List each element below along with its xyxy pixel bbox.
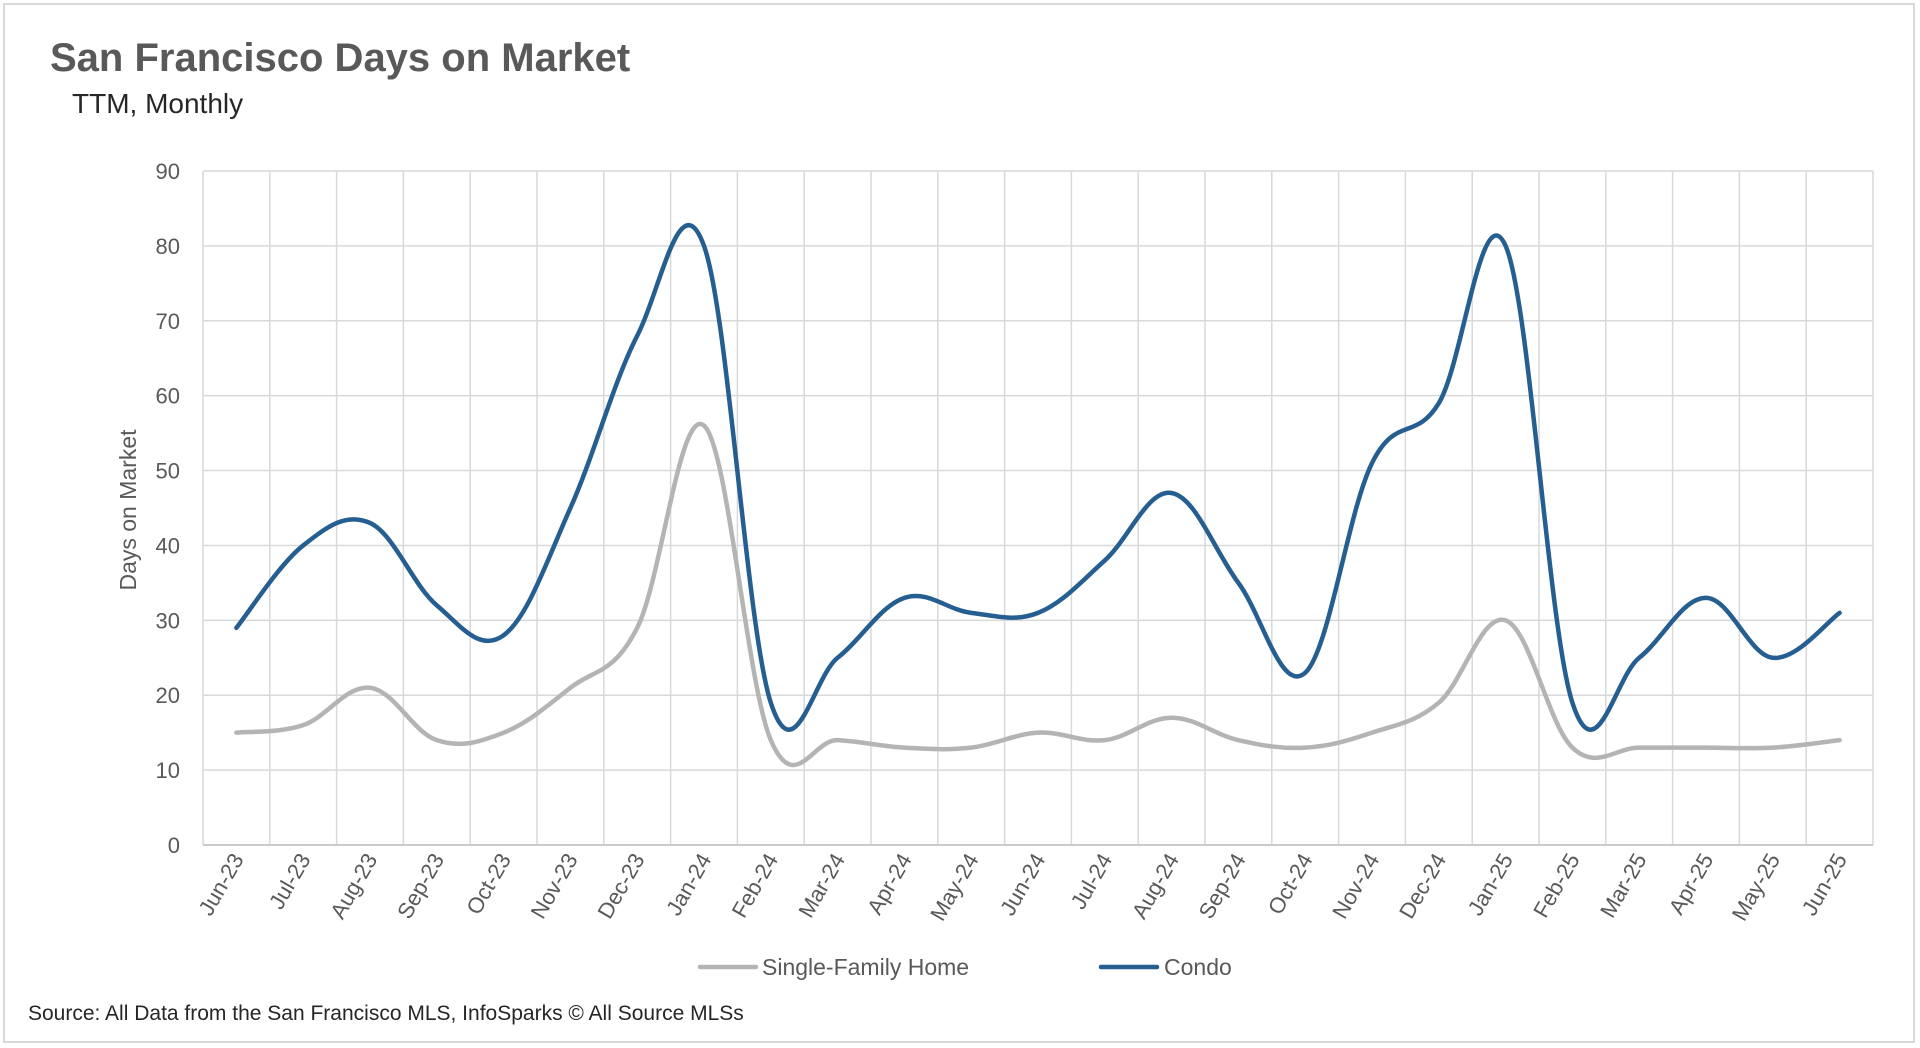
x-axis-ticks: Jun-23 Jul-23 Aug-23 Sep-23 Oct-23 Nov-23 Dec-… <box>193 849 1851 925</box>
x-tick-label: Sep-23 <box>392 849 449 923</box>
x-tick-label: Sep-24 <box>1194 849 1251 923</box>
y-axis-ticks: 0 10 20 30 40 50 60 70 80 90 <box>156 159 180 858</box>
y-tick-label: 20 <box>156 683 180 708</box>
x-tick-label: Jan-24 <box>661 849 716 920</box>
chart-frame <box>3 3 1915 1043</box>
y-tick-label: 30 <box>156 608 180 633</box>
y-tick-label: 60 <box>156 384 180 409</box>
x-tick-label: Apr-25 <box>1664 849 1719 919</box>
series-lines <box>234 223 1842 768</box>
x-tick-label: Jan-25 <box>1463 849 1518 920</box>
y-tick-label: 50 <box>156 459 180 484</box>
x-tick-label: May-24 <box>925 849 983 925</box>
x-tick-label: Dec-24 <box>1394 849 1451 923</box>
x-tick-label: Oct-23 <box>461 849 516 919</box>
chart-title: San Francisco Days on Market <box>50 36 631 80</box>
x-tick-label: Apr-24 <box>862 849 917 919</box>
x-tick-label: Dec-23 <box>592 849 649 923</box>
chart-subtitle: TTM, Monthly <box>72 88 244 119</box>
series-line-condo <box>234 223 1842 732</box>
legend-label: Condo <box>1164 954 1232 980</box>
y-tick-label: 90 <box>156 159 180 184</box>
y-tick-label: 0 <box>168 833 180 858</box>
x-tick-label: Jun-23 <box>193 849 248 920</box>
source-note: Source: All Data from the San Francisco … <box>28 1002 744 1025</box>
x-tick-label: Feb-25 <box>1528 849 1585 922</box>
y-tick-label: 70 <box>156 309 180 334</box>
y-tick-label: 40 <box>156 533 180 558</box>
x-tick-label: Jun-25 <box>1797 849 1852 920</box>
legend: Single-Family Home Condo <box>697 954 1232 980</box>
x-tick-label: Mar-24 <box>793 849 849 922</box>
y-tick-label: 80 <box>156 234 180 259</box>
grid-lines <box>202 170 1874 846</box>
x-tick-label: Jul-24 <box>1066 849 1118 913</box>
x-tick-label: Jul-23 <box>264 849 316 913</box>
x-tick-label: Feb-24 <box>727 849 784 922</box>
x-tick-label: Nov-24 <box>1327 849 1384 923</box>
x-tick-label: Mar-25 <box>1595 849 1651 922</box>
x-tick-label: Aug-23 <box>325 849 382 923</box>
y-axis-label: Days on Market <box>115 429 141 591</box>
y-tick-label: 10 <box>156 758 180 783</box>
x-tick-label: Aug-24 <box>1127 849 1184 923</box>
legend-label: Single-Family Home <box>762 954 969 980</box>
x-tick-label: Jun-24 <box>995 849 1050 920</box>
x-tick-label: Oct-24 <box>1263 849 1318 919</box>
series-line-single-family-home <box>234 421 1842 768</box>
x-tick-label: Nov-23 <box>526 849 583 923</box>
x-tick-label: May-25 <box>1727 849 1785 925</box>
